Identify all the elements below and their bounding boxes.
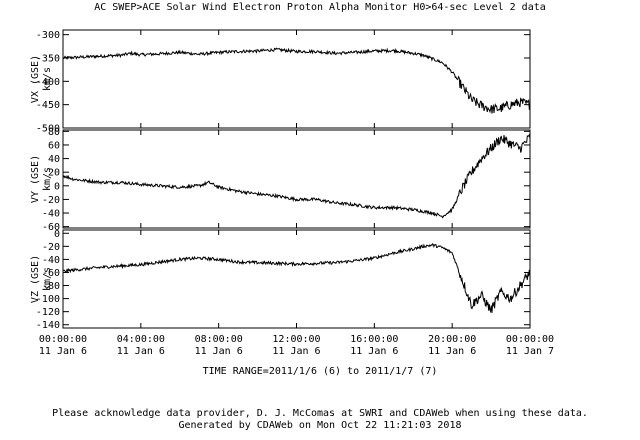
panel-frame-0: [62, 29, 531, 129]
xtick-time-label-3: 12:00:00: [272, 334, 320, 345]
xtick-time-label-1: 04:00:00: [117, 334, 165, 345]
ytick-label-1-7: -60: [42, 222, 60, 233]
ytick-label-0-0: -300: [36, 30, 60, 41]
ytick-label-2-5: -100: [36, 294, 60, 305]
ytick-label-1-0: 80: [48, 127, 60, 138]
ytick-label-1-2: 40: [48, 154, 60, 165]
ylabel-1: VY (GSE): [30, 155, 41, 203]
generated-text: Generated by CDAWeb on Mon Oct 22 11:21:…: [178, 420, 462, 431]
chart-title: AC SWEP>ACE Solar Wind Electron Proton A…: [94, 2, 546, 13]
series-line-0: [62, 47, 531, 114]
panel-frame-2: [62, 229, 531, 329]
series-line-2: [62, 243, 531, 314]
ytick-label-1-6: -40: [42, 209, 60, 220]
ytick-label-2-2: -40: [42, 255, 60, 266]
xtick-date-label-6: 11 Jan 7: [506, 346, 554, 357]
xtick-date-label-2: 11 Jan 6: [195, 346, 243, 357]
yunit-1: km/s: [42, 167, 53, 191]
ylabel-0: VX (GSE): [30, 55, 41, 103]
xtick-date-label-1: 11 Jan 6: [117, 346, 165, 357]
xtick-date-label-5: 11 Jan 6: [428, 346, 476, 357]
xtick-time-label-6: 00:00:00: [506, 334, 554, 345]
ytick-label-2-0: 0: [54, 229, 60, 240]
ytick-label-1-4: 0: [54, 181, 60, 192]
xtick-date-label-0: 11 Jan 6: [39, 346, 87, 357]
time-range-label: TIME RANGE=2011/1/6 (6) to 2011/1/7 (7): [202, 366, 438, 377]
ylabel-2: VZ (GSE): [30, 255, 41, 303]
ytick-label-2-7: -140: [36, 320, 60, 331]
ytick-label-1-3: 20: [48, 168, 60, 179]
ytick-label-1-5: -20: [42, 195, 60, 206]
ytick-label-2-4: -80: [42, 281, 60, 292]
ytick-label-0-4: -500: [36, 124, 60, 135]
ytick-label-2-1: -20: [42, 242, 60, 253]
xtick-date-label-4: 11 Jan 6: [350, 346, 398, 357]
ytick-label-0-1: -350: [36, 54, 60, 65]
yunit-2: km/s: [42, 267, 53, 291]
ytick-label-0-2: -400: [36, 77, 60, 88]
xtick-time-label-2: 08:00:00: [195, 334, 243, 345]
xtick-time-label-4: 16:00:00: [350, 334, 398, 345]
xtick-date-label-3: 11 Jan 6: [272, 346, 320, 357]
series-line-1: [62, 133, 531, 219]
ytick-label-1-1: 60: [48, 140, 60, 151]
ytick-label-2-6: -120: [36, 307, 60, 318]
ytick-label-0-3: -450: [36, 100, 60, 111]
xtick-time-label-0: 00:00:00: [39, 334, 87, 345]
yunit-0: km/s: [42, 67, 53, 91]
acknowledgement-text: Please acknowledge data provider, D. J. …: [52, 408, 588, 419]
xtick-time-label-5: 20:00:00: [428, 334, 476, 345]
panel-frame-1: [62, 129, 531, 229]
ytick-label-2-3: -60: [42, 268, 60, 279]
